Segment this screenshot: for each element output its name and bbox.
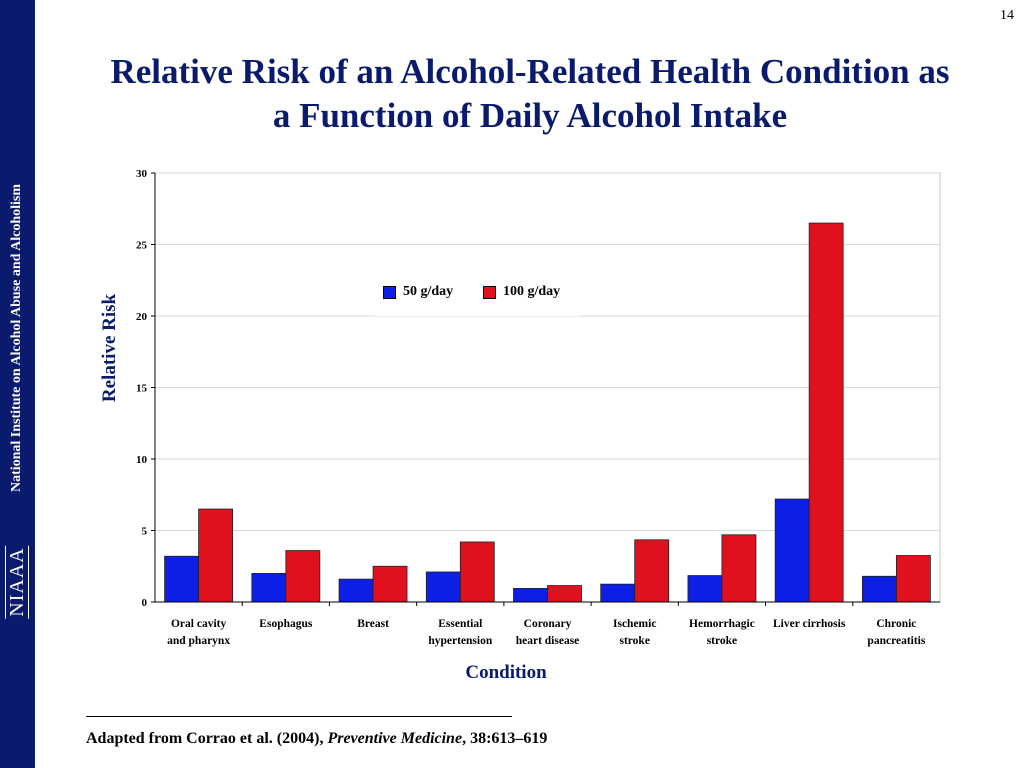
bar-50-gday — [513, 588, 548, 603]
legend-item-100: 100 g/day — [483, 284, 560, 300]
footnote: Adapted from Corrao et al. (2004), Preve… — [86, 730, 547, 748]
bar-100-gday — [721, 534, 757, 603]
legend-label-50: 50 g/day — [403, 284, 454, 299]
bar-50-gday — [861, 575, 897, 603]
bar-100-gday — [808, 222, 844, 603]
x-tick-label: Chronic pancreatitis — [867, 618, 925, 647]
y-axis-label: Relative Risk — [99, 293, 120, 403]
chart-title: Relative Risk of an Alcohol-Related Heal… — [110, 52, 950, 135]
page-number: 14 — [1000, 8, 1014, 23]
bar-50-gday — [774, 498, 810, 603]
x-tick-label: Liver cirrhosis — [773, 618, 846, 630]
bar-50-gday — [600, 583, 636, 603]
y-tick-label: 10 — [136, 454, 148, 466]
y-tick-label: 0 — [142, 597, 148, 609]
x-tick-label: Ischemic stroke — [613, 618, 656, 647]
footnote-suffix: , 38:613‒619 — [462, 730, 548, 747]
bar-100-gday — [547, 585, 582, 603]
x-axis-label: Condition — [465, 662, 547, 683]
sidebar — [0, 0, 35, 768]
footnote-journal: Preventive Medicine — [327, 730, 463, 747]
footnote-prefix: Adapted from Corrao et al. (2004), — [86, 730, 328, 747]
bar-50-gday — [425, 571, 461, 603]
bar-100-gday — [285, 550, 321, 603]
footnote-divider — [86, 716, 512, 717]
bar-100-gday — [634, 539, 670, 603]
bars-layer — [164, 222, 931, 603]
y-tick-label: 25 — [136, 240, 148, 252]
x-tick-label: Esophagus — [259, 618, 313, 630]
x-tick-label: Breast — [357, 618, 389, 630]
y-tick-label: 30 — [136, 168, 148, 180]
legend: 50 g/day 100 g/day — [375, 280, 580, 316]
y-tick-label: 5 — [142, 526, 148, 538]
legend-label-100: 100 g/day — [503, 284, 561, 299]
bar-50-gday — [164, 555, 200, 603]
bar-50-gday — [687, 575, 723, 603]
bar-100-gday — [895, 555, 931, 603]
bar-100-gday — [372, 565, 408, 603]
legend-swatch-50 — [383, 285, 396, 299]
y-tick-label: 15 — [136, 383, 148, 395]
bar-100-gday — [198, 508, 234, 603]
x-tick-label: Essential hypertension — [428, 618, 493, 647]
bar-50-gday — [251, 573, 287, 603]
x-tick-label: Oral cavity and pharynx — [167, 618, 230, 647]
bar-100-gday — [459, 541, 495, 603]
x-tick-label: Hemorrhagic stroke — [689, 618, 755, 647]
legend-swatch-100 — [483, 285, 496, 299]
bar-50-gday — [338, 578, 374, 603]
x-tick-label: Coronary heart disease — [516, 618, 580, 647]
axis-layer — [151, 172, 940, 606]
y-tick-label: 20 — [136, 311, 148, 323]
legend-item-50: 50 g/day — [383, 284, 453, 300]
y-tick-labels: 0 5 10 15 20 25 30 — [136, 168, 148, 609]
x-tick-labels: Oral cavity and pharynx Esophagus Breast Ess… — [167, 618, 926, 647]
